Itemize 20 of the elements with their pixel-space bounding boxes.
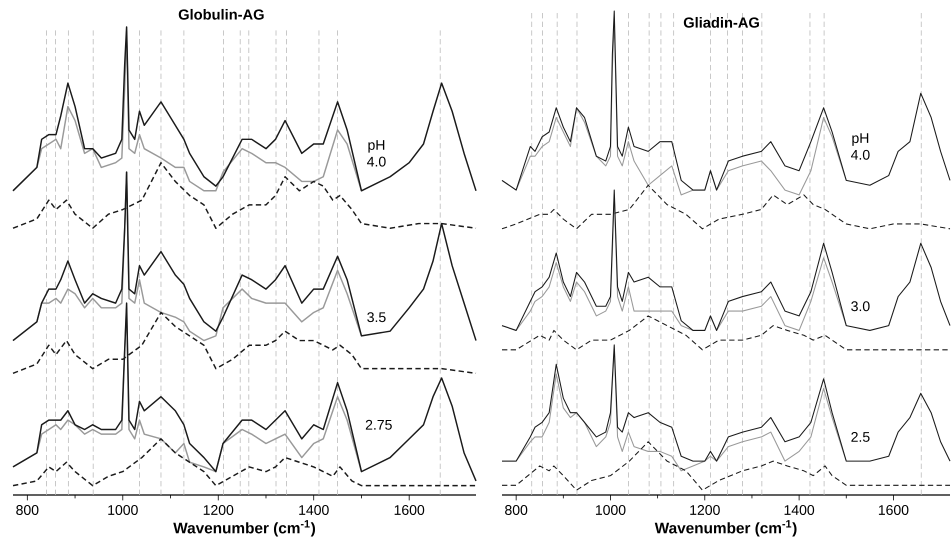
x-tick-label: 1000	[108, 505, 138, 515]
annotation: 3.5	[367, 312, 386, 322]
annotation: 2.75	[366, 420, 392, 430]
x-axis-title: Wavenumber (cm$^{-1}$)	[173, 520, 316, 536]
chart-title: Gliadin-AG	[684, 16, 759, 28]
x-tick-label: 1600	[394, 505, 424, 515]
annotation: pH 4.0	[850, 133, 870, 160]
x-tick-label: 1200	[204, 505, 234, 515]
x-tick-label: 1600	[878, 505, 908, 515]
x-tick-label: 800	[16, 505, 38, 515]
x-tick-label: 1400	[784, 505, 814, 515]
x-tick-label: 1400	[299, 505, 329, 515]
x-tick-label: 1200	[690, 505, 720, 515]
annotation: 3.0	[851, 301, 870, 312]
annotation: 2.5	[851, 432, 870, 442]
x-tick-label: 1000	[596, 505, 626, 515]
x-axis-title: Wavenumber (cm$^{-1}$)	[654, 520, 797, 536]
annotation: pH 4.0	[367, 140, 386, 167]
chart-title: Globulin-AG	[178, 8, 264, 20]
x-tick-label: 800	[505, 505, 528, 515]
